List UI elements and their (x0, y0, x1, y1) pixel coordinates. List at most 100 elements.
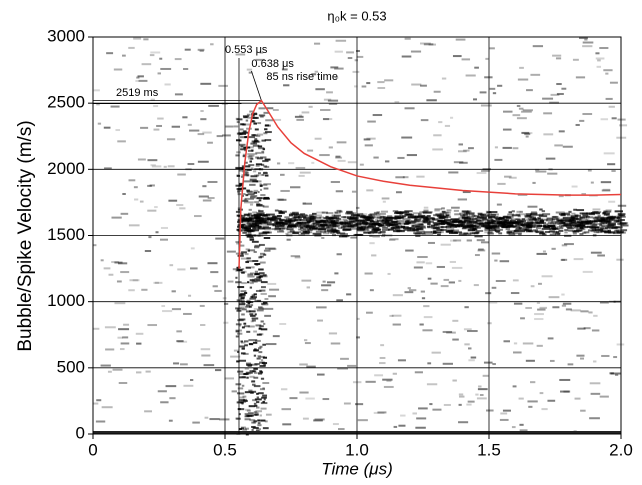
speckle (389, 314, 394, 317)
speckle (369, 214, 376, 217)
speckle (516, 210, 521, 213)
speckle (276, 162, 281, 165)
speckle (567, 363, 574, 366)
speckle (264, 420, 268, 423)
speckle (262, 301, 268, 304)
speckle (393, 425, 398, 428)
speckle (562, 145, 573, 148)
speckle (202, 199, 212, 202)
speckle (233, 125, 239, 128)
speckle (122, 336, 129, 339)
speckle (459, 395, 465, 398)
speckle (449, 239, 457, 242)
speckle (473, 215, 479, 218)
speckle (326, 226, 330, 229)
speckle (297, 221, 306, 224)
speckle (554, 144, 563, 147)
speckle (219, 418, 230, 421)
speckle (238, 413, 241, 416)
speckle (247, 155, 253, 158)
speckle (377, 86, 386, 89)
speckle (418, 213, 422, 216)
speckle (400, 211, 410, 214)
speckle (561, 258, 568, 261)
speckle (320, 219, 329, 222)
speckle (551, 220, 560, 223)
speckle (406, 154, 417, 157)
speckle (153, 128, 160, 131)
speckle (277, 215, 283, 218)
speckle (401, 55, 412, 58)
speckle (527, 220, 534, 223)
speckle (512, 279, 519, 282)
speckle (334, 67, 344, 70)
speckle (538, 221, 544, 224)
speckle (262, 160, 269, 163)
speckle (236, 174, 241, 177)
speckle (593, 360, 597, 363)
speckle (260, 184, 268, 187)
speckle (260, 320, 264, 323)
speckle (263, 249, 271, 252)
speckle (364, 144, 373, 147)
speckle (242, 352, 249, 355)
speckle (259, 261, 266, 264)
speckle (245, 161, 248, 164)
speckle (93, 244, 97, 247)
speckle (245, 115, 249, 118)
speckle (593, 216, 599, 219)
speckle (600, 217, 608, 220)
speckle (397, 216, 404, 219)
speckle (559, 227, 564, 230)
speckle (613, 356, 618, 359)
speckle (120, 342, 130, 345)
speckle (251, 380, 256, 383)
speckle (294, 218, 302, 221)
annotation: 2519 ms (116, 87, 159, 99)
annotation: 0.638 μs (251, 58, 294, 70)
speckle (258, 243, 265, 246)
speckle (459, 232, 463, 235)
speckle (244, 173, 248, 176)
speckle (321, 211, 329, 214)
speckle (242, 155, 246, 158)
speckle (173, 362, 180, 365)
speckle (378, 225, 386, 228)
speckle (314, 70, 319, 73)
speckle (265, 343, 277, 346)
speckle (470, 356, 477, 359)
speckle (301, 111, 310, 114)
speckle (294, 115, 304, 118)
speckle (519, 429, 528, 432)
speckle (257, 227, 265, 230)
speckle (431, 218, 436, 221)
speckle (168, 419, 173, 422)
speckle (507, 213, 514, 216)
speckle (342, 218, 348, 221)
speckle (405, 219, 410, 222)
speckle (254, 278, 261, 281)
speckle (373, 221, 379, 224)
speckle (262, 273, 267, 276)
speckle (266, 223, 275, 226)
speckle (304, 221, 310, 224)
speckle (451, 206, 460, 209)
speckle (200, 82, 212, 85)
speckle (237, 286, 245, 289)
speckle (251, 120, 255, 123)
speckle (380, 344, 385, 347)
speckle (295, 166, 306, 169)
speckle (605, 72, 609, 75)
speckle (572, 230, 580, 233)
speckle (223, 321, 229, 324)
speckle (389, 238, 399, 241)
y-tick-label: 500 (57, 357, 85, 376)
speckle (222, 134, 231, 137)
speckle (614, 210, 624, 213)
speckle (393, 229, 402, 232)
speckle (392, 294, 403, 297)
speckle (329, 224, 337, 227)
speckle (312, 222, 320, 225)
speckle (355, 222, 362, 225)
speckle (364, 218, 370, 221)
